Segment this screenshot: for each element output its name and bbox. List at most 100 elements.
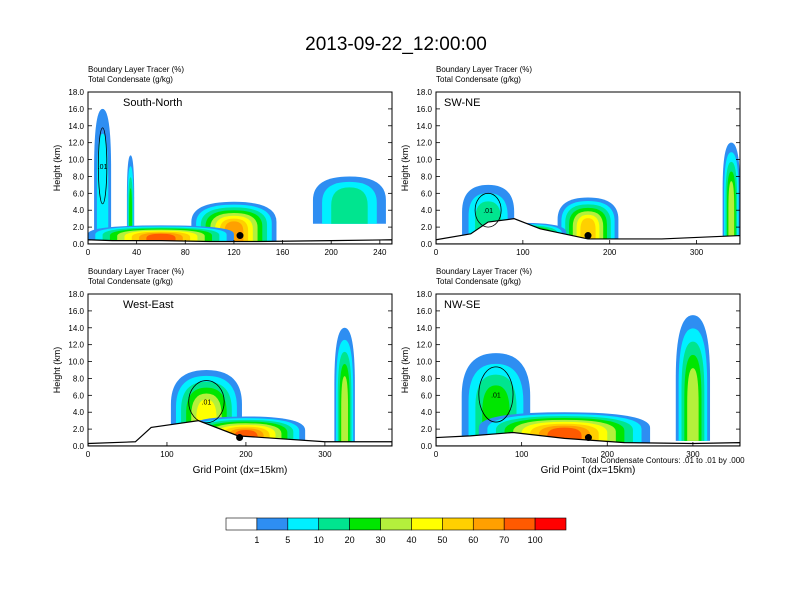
- y-tick-label: 8.0: [73, 172, 85, 181]
- y-tick-label: 14.0: [68, 122, 84, 131]
- tracer-field: .01: [88, 327, 392, 446]
- y-tick-label: 0.0: [73, 240, 85, 249]
- y-tick-label: 6.0: [73, 189, 85, 198]
- colorbar-label: 40: [406, 535, 416, 545]
- panel-label: West-East: [123, 299, 174, 311]
- y-tick-label: 10.0: [416, 156, 432, 165]
- colorbar-label: 1: [254, 535, 259, 545]
- field-label-tracer: Boundary Layer Tracer (%): [436, 65, 532, 74]
- colorbar-swatch: [287, 517, 320, 531]
- figure-title: 2013-09-22_12:00:00: [305, 34, 487, 55]
- colorbar-swatch: [472, 517, 505, 531]
- condensate-contour: [188, 380, 225, 424]
- x-tick-label: 300: [318, 450, 332, 459]
- y-tick-label: 4.0: [421, 408, 433, 417]
- y-tick-label: 4.0: [73, 408, 85, 417]
- colorbar-label: 70: [499, 535, 509, 545]
- x-tick-label: 40: [132, 248, 141, 257]
- x-axis-label: Grid Point (dx=15km): [193, 465, 288, 476]
- terrain: [436, 218, 740, 244]
- y-tick-label: 12.0: [68, 139, 84, 148]
- colorbar-label: 30: [376, 535, 386, 545]
- colorbar-swatch: [442, 517, 474, 531]
- x-tick-label: 160: [276, 248, 290, 257]
- y-tick-label: 10.0: [68, 358, 84, 367]
- contour-label: .01: [483, 208, 493, 215]
- x-tick-label: 0: [434, 248, 439, 257]
- y-tick-label: 18.0: [416, 88, 432, 97]
- y-tick-label: 12.0: [68, 341, 84, 350]
- y-tick-label: 8.0: [421, 172, 433, 181]
- x-tick-label: 0: [86, 248, 91, 257]
- x-tick-label: 240: [373, 248, 387, 257]
- y-tick-label: 4.0: [421, 206, 433, 215]
- x-tick-label: 300: [690, 248, 704, 257]
- y-tick-label: 0.0: [421, 442, 433, 451]
- y-tick-label: 18.0: [68, 290, 84, 299]
- y-tick-label: 16.0: [68, 105, 84, 114]
- terrain: [88, 420, 392, 446]
- colorbar-swatch: [534, 517, 567, 531]
- y-tick-label: 0.0: [73, 442, 85, 451]
- field-label-tracer: Boundary Layer Tracer (%): [436, 267, 532, 276]
- panel-1: Boundary Layer Tracer (%)Total Condensat…: [52, 65, 393, 257]
- y-tick-label: 14.0: [416, 122, 432, 131]
- y-tick-label: 10.0: [68, 156, 84, 165]
- x-tick-label: 200: [601, 450, 615, 459]
- panel-frame: [87, 91, 393, 245]
- panel-frame: [435, 91, 741, 245]
- field-label-tracer: Boundary Layer Tracer (%): [88, 267, 184, 276]
- x-tick-label: 0: [434, 450, 439, 459]
- colorbar-label: 100: [528, 535, 543, 545]
- location-marker: [236, 232, 244, 240]
- panel-frame: [435, 293, 741, 447]
- y-tick-label: 12.0: [416, 341, 432, 350]
- tracer-level-7: [580, 218, 596, 242]
- panel-frame: [87, 293, 393, 447]
- y-tick-label: 6.0: [73, 391, 85, 400]
- y-tick-label: 2.0: [73, 223, 85, 232]
- y-tick-label: 8.0: [421, 374, 433, 383]
- field-label-condensate: Total Condensate (g/kg): [436, 75, 521, 84]
- condensate-contour: [474, 192, 502, 228]
- panel-label: SW-NE: [444, 97, 480, 109]
- panel-3: Boundary Layer Tracer (%)Total Condensat…: [52, 267, 393, 476]
- colorbar-swatch: [349, 517, 381, 531]
- x-tick-label: 0: [86, 450, 91, 459]
- y-tick-label: 0.0: [421, 240, 433, 249]
- y-tick-label: 10.0: [416, 358, 432, 367]
- y-tick-label: 14.0: [416, 324, 432, 333]
- tracer-level-5: [728, 181, 735, 237]
- colorbar-label: 5: [285, 535, 290, 545]
- location-marker: [584, 232, 592, 240]
- tracer-level-3: [331, 187, 368, 224]
- tracer-field: .01: [88, 108, 392, 244]
- x-tick-label: 120: [227, 248, 241, 257]
- field-label-condensate: Total Condensate (g/kg): [436, 277, 521, 286]
- terrain: [436, 431, 740, 446]
- y-tick-label: 18.0: [68, 88, 84, 97]
- panel-2: Boundary Layer Tracer (%)Total Condensat…: [400, 65, 741, 257]
- y-tick-label: 14.0: [68, 324, 84, 333]
- y-tick-label: 2.0: [421, 425, 433, 434]
- location-marker: [584, 434, 592, 442]
- condensate-contour: [478, 366, 514, 423]
- x-tick-label: 200: [239, 450, 253, 459]
- x-tick-label: 200: [325, 248, 339, 257]
- y-axis-label: Height (km): [52, 145, 62, 192]
- y-tick-label: 6.0: [421, 189, 433, 198]
- y-tick-label: 6.0: [421, 391, 433, 400]
- colorbar-label: 20: [345, 535, 355, 545]
- condensate-contour: [97, 127, 108, 205]
- location-marker: [236, 434, 244, 442]
- colorbar-label: 50: [437, 535, 447, 545]
- tracer-level-2: [96, 133, 109, 232]
- y-tick-label: 16.0: [416, 105, 432, 114]
- x-tick-label: 300: [686, 450, 700, 459]
- contour-label: .01: [491, 392, 501, 399]
- y-tick-label: 8.0: [73, 374, 85, 383]
- y-tick-label: 4.0: [73, 206, 85, 215]
- field-label-tracer: Boundary Layer Tracer (%): [88, 65, 184, 74]
- notes: Total Condensate Contours: .01 to .01 by…: [581, 456, 745, 465]
